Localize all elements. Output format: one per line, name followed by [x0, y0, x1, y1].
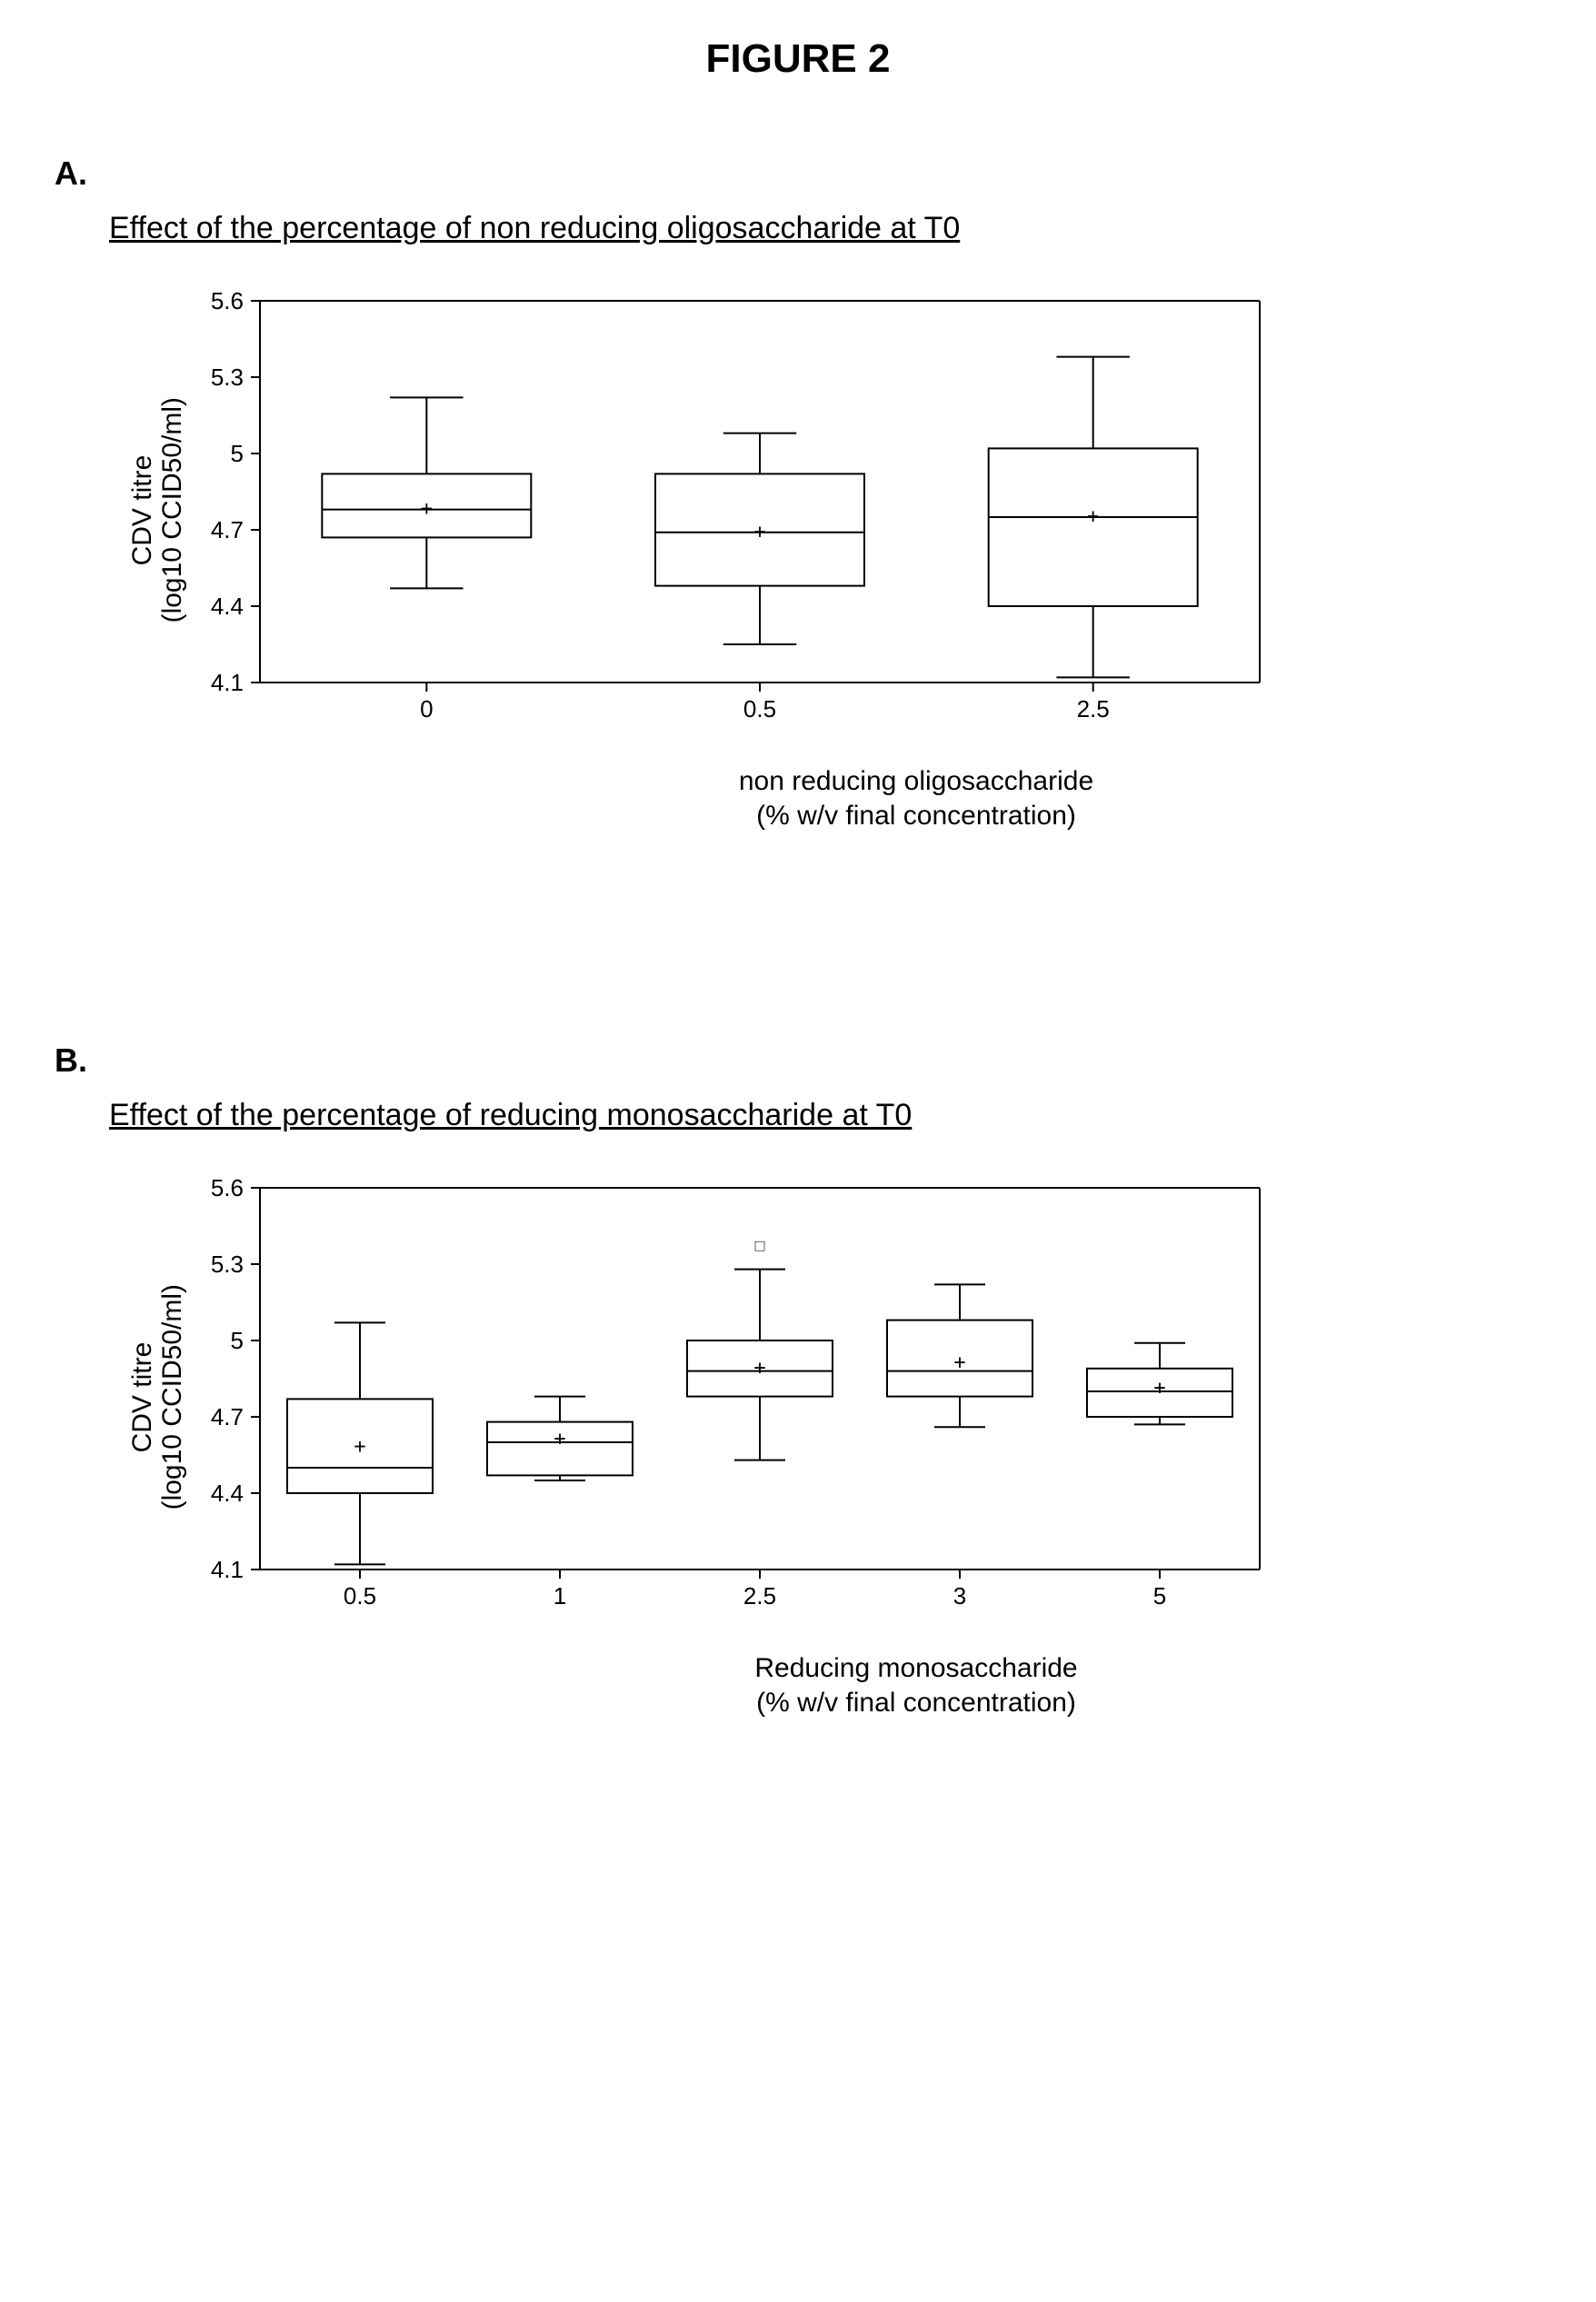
svg-text:+: +: [953, 1351, 965, 1374]
svg-text:+: +: [753, 1357, 765, 1380]
svg-text:0.5: 0.5: [344, 1582, 376, 1609]
svg-text:5.3: 5.3: [211, 364, 244, 391]
panel-letter-a: A.: [55, 154, 1541, 193]
chart-wrap-a: CDV titre (log10 CCID50/ml) 4.1 4.4 4.7 5 5.…: [127, 283, 1541, 737]
boxplot-chart-b: 4.1 4.4 4.7 5 5.3 5.6 0.5 +1 +2.5 + □ 3 +5 +: [196, 1170, 1287, 1624]
xlabel-a-line2: (% w/v final concentration): [756, 801, 1076, 831]
svg-text:5: 5: [231, 1327, 244, 1354]
svg-text:2.5: 2.5: [1077, 695, 1110, 722]
boxplot-chart-a: 4.1 4.4 4.7 5 5.3 5.6 0 +0.5 +2.5 +: [196, 283, 1287, 737]
svg-text:+: +: [354, 1436, 365, 1459]
ylabel-b-line1: CDV titre: [127, 1341, 157, 1452]
svg-text:+: +: [554, 1428, 565, 1450]
svg-text:5.6: 5.6: [211, 1174, 244, 1201]
svg-text:+: +: [753, 521, 765, 543]
svg-text:5: 5: [231, 440, 244, 467]
svg-text:+: +: [1153, 1377, 1165, 1400]
svg-text:4.1: 4.1: [211, 669, 244, 696]
svg-text:4.4: 4.4: [211, 1480, 244, 1507]
ylabel-a: CDV titre (log10 CCID50/ml): [127, 397, 187, 623]
svg-text:4.4: 4.4: [211, 593, 244, 620]
xlabel-b-line2: (% w/v final concentration): [756, 1688, 1076, 1718]
svg-text:□: □: [755, 1236, 765, 1254]
ylabel-b-line2: (log10 CCID50/ml): [157, 1284, 187, 1510]
svg-text:1: 1: [554, 1582, 566, 1609]
figure-title: FIGURE 2: [55, 36, 1541, 82]
svg-text:5: 5: [1153, 1582, 1166, 1609]
panel-title-a: Effect of the percentage of non reducing…: [109, 211, 1541, 246]
svg-text:+: +: [1087, 505, 1099, 528]
xlabel-a-line1: non reducing oligosaccharide: [739, 766, 1093, 796]
svg-text:4.1: 4.1: [211, 1556, 244, 1583]
svg-text:4.7: 4.7: [211, 1403, 244, 1430]
svg-text:0: 0: [420, 695, 433, 722]
svg-text:2.5: 2.5: [743, 1582, 776, 1609]
ylabel-a-line2: (log10 CCID50/ml): [157, 397, 187, 623]
svg-text:3: 3: [953, 1582, 966, 1609]
svg-text:5.3: 5.3: [211, 1251, 244, 1278]
svg-text:5.6: 5.6: [211, 287, 244, 314]
ylabel-a-line1: CDV titre: [127, 454, 157, 565]
svg-text:4.7: 4.7: [211, 516, 244, 543]
svg-text:0.5: 0.5: [743, 695, 776, 722]
svg-text:+: +: [421, 498, 433, 521]
ylabel-b: CDV titre (log10 CCID50/ml): [127, 1284, 187, 1510]
xlabel-b: Reducing monosaccharide (% w/v final con…: [291, 1651, 1541, 1719]
chart-wrap-b: CDV titre (log10 CCID50/ml) 4.1 4.4 4.7 5 5.…: [127, 1170, 1541, 1624]
xlabel-a: non reducing oligosaccharide (% w/v fina…: [291, 764, 1541, 832]
xlabel-b-line1: Reducing monosaccharide: [754, 1653, 1077, 1683]
panel-title-b: Effect of the percentage of reducing mon…: [109, 1098, 1541, 1133]
panel-letter-b: B.: [55, 1041, 1541, 1080]
